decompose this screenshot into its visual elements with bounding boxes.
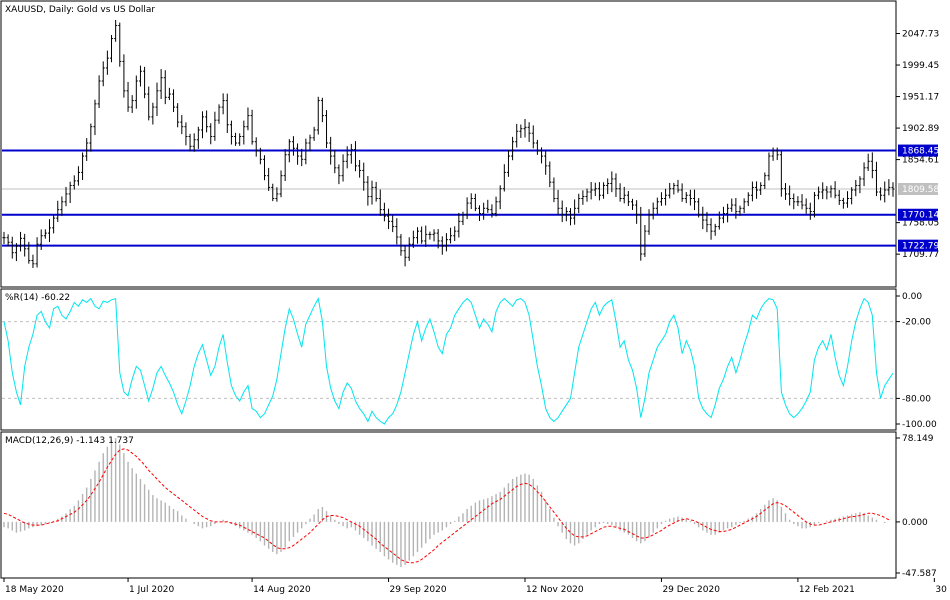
level-price-box [898,239,938,252]
price-level-lines [2,149,896,247]
price-tick-label: 1902.89 [902,124,939,134]
time-tick-label: 29 Sep 2020 [390,585,447,595]
level-price-label: 1722.79 [902,242,939,252]
macd-label: MACD(12,26,9) -1.143 1.737 [5,436,134,446]
price-pane-frame [0,0,897,288]
current-price-label: 1809.58 [902,185,939,195]
time-tick-label: 14 Aug 2020 [253,585,311,595]
williams-r-indicator: 0.00 -20.00 -80.00 -100.00 [2,292,937,430]
time-tick-label: 30 Mar 2021 [935,585,950,595]
price-axis: 2047.73 1999.45 1951.17 1902.89 1854.61 1758.… [896,30,939,260]
williams-r-tick-label: -80.00 [902,394,931,404]
macd-pane-frame [0,431,897,579]
price-tick-label: 2047.73 [902,30,939,40]
price-tick-label: 1999.45 [902,61,939,71]
williams-r-tick-label: 0.00 [902,292,922,302]
williams-r-label: %R(14) -60.22 [5,293,70,303]
symbol-label: XAUUSD, Daily: Gold vs US Dollar [5,5,155,15]
macd-tick-label: 0.000 [902,518,928,528]
level-price-box [898,208,938,221]
time-tick-label: 18 May 2020 [5,585,64,595]
time-axis: 18 May 2020 1 Jul 2020 14 Aug 2020 29 Sep 2… [3,578,950,595]
time-tick-label: 29 Dec 2020 [662,585,720,595]
price-bars [2,19,895,268]
williams-r-tick-label: -20.00 [902,318,931,328]
level-price-label: 1770.14 [902,211,939,221]
price-tick-label: 1854.61 [902,156,939,166]
price-tick-label: 1758.05 [902,219,939,229]
macd-indicator: 78.149 0.000 -47.587 [3,434,937,579]
time-tick-label: 12 Feb 2021 [799,585,855,595]
price-tick-label: 1709.77 [902,250,939,260]
williams-r-pane-frame [0,288,897,431]
macd-tick-label: -47.587 [902,569,937,579]
williams-r-tick-label: -100.00 [902,420,937,430]
williams-r-line [3,297,894,425]
time-tick-label: 1 Jul 2020 [129,585,174,595]
macd-tick-label: 78.149 [902,434,934,444]
time-tick-label: 12 Nov 2020 [526,585,584,595]
price-tick-label: 1951.17 [902,93,939,103]
level-price-box [898,144,938,157]
level-price-label: 1868.45 [902,147,939,157]
current-price-box [898,182,938,195]
